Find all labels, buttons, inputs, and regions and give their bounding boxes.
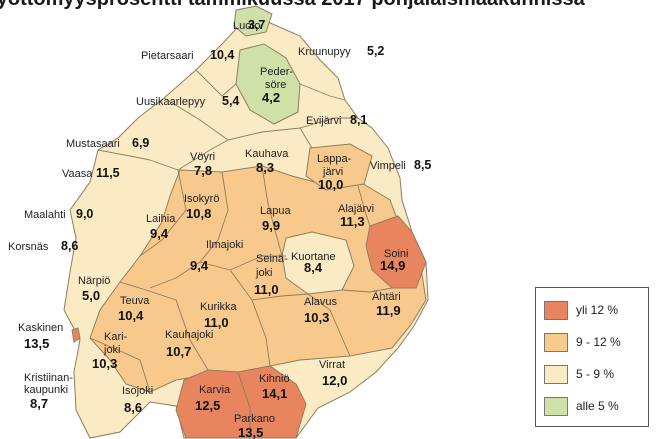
municipality-name-soini: Soini bbox=[384, 248, 408, 260]
municipality-name-isokyro: Isokyrö bbox=[184, 193, 219, 205]
municipality-name-kurikka: Kurikka bbox=[200, 301, 238, 313]
municipality-name-karijoki: Kari-joki bbox=[103, 331, 128, 356]
municipality-name-narpio: Närpiö bbox=[78, 275, 110, 287]
legend-item-5-9: 5 - 9 % bbox=[544, 364, 614, 384]
municipality-name-ilmajoki: Ilmajoki bbox=[206, 239, 243, 251]
municipality-name-mustasaari: Mustasaari bbox=[66, 138, 120, 150]
municipality-value-soini: 14,9 bbox=[380, 258, 405, 273]
municipality-name-lappajarvi: Lappa-järvi bbox=[317, 153, 352, 178]
municipality-value-evijarvi: 8,1 bbox=[350, 113, 367, 127]
municipality-value-kauhajoki: 10,7 bbox=[166, 344, 191, 359]
legend-swatch bbox=[544, 396, 568, 416]
municipality-value-ilmajoki: 9,4 bbox=[190, 258, 209, 273]
region-kaskinen bbox=[71, 327, 81, 343]
municipality-value-pedersore: 4,2 bbox=[262, 90, 280, 105]
municipality-value-kauhava: 8,3 bbox=[256, 160, 274, 175]
municipality-value-alavus: 10,3 bbox=[304, 310, 329, 325]
municipality-value-maalahti: 9,0 bbox=[76, 207, 93, 221]
municipality-value-korsnas: 8,6 bbox=[61, 239, 78, 253]
municipality-value-uusikaarlepyy: 5,4 bbox=[222, 94, 239, 108]
municipality-value-kaskinen: 13,5 bbox=[24, 336, 49, 351]
region-south-east bbox=[175, 365, 307, 439]
municipality-name-uusikaarlepyy: Uusikaarlepyy bbox=[136, 96, 206, 108]
legend-item-9-12: 9 - 12 % bbox=[544, 332, 621, 352]
municipality-name-vaasa: Vaasa bbox=[62, 168, 93, 180]
legend-label: yli 12 % bbox=[576, 303, 619, 317]
municipality-value-kihnio: 14,1 bbox=[262, 386, 287, 401]
municipality-value-karvia: 12,5 bbox=[195, 398, 220, 413]
municipality-value-luoto: 3,7 bbox=[248, 18, 265, 32]
municipality-name-vimpeli: Vimpeli bbox=[370, 160, 406, 172]
municipality-name-kauhajoki: Kauhajoki bbox=[165, 329, 213, 341]
municipality-name-voyri: Vöyri bbox=[190, 151, 215, 163]
legend-swatch bbox=[544, 332, 568, 352]
municipality-value-mustasaari: 6,9 bbox=[132, 136, 149, 150]
municipality-name-kristiinankaupunki: Kristiinan-kaupunki bbox=[24, 372, 73, 396]
region-pedersore bbox=[235, 43, 301, 125]
municipality-value-vimpeli: 8,5 bbox=[414, 158, 431, 172]
municipality-name-pedersore: Peder-söre bbox=[260, 66, 293, 91]
region-soini bbox=[365, 215, 427, 289]
municipality-value-lappajarvi: 10,0 bbox=[318, 177, 343, 192]
municipality-name-kuortane: Kuortane bbox=[291, 251, 336, 263]
region-luoto bbox=[233, 5, 273, 37]
municipality-name-laihia: Laihia bbox=[146, 213, 176, 225]
legend-item-over-12: yli 12 % bbox=[544, 300, 618, 320]
municipality-name-isojoki: Isojoki bbox=[122, 385, 153, 397]
municipality-name-lapua: Lapua bbox=[260, 205, 291, 217]
legend-swatch bbox=[544, 364, 568, 384]
municipality-value-kristiinankaupunki: 8,7 bbox=[30, 396, 48, 411]
municipality-value-teuva: 10,4 bbox=[118, 308, 144, 323]
municipality-name-kauhava: Kauhava bbox=[245, 148, 289, 160]
municipality-value-kruunupyy: 5,2 bbox=[367, 44, 384, 58]
municipality-value-alajarvi: 11,3 bbox=[340, 214, 365, 229]
municipality-value-isokyro: 10,8 bbox=[186, 206, 211, 221]
municipality-value-laihia: 9,4 bbox=[150, 226, 169, 241]
municipality-name-virrat: Virrat bbox=[319, 359, 345, 371]
municipality-value-kurikka: 11,0 bbox=[204, 315, 229, 330]
map-title: Työttömyysprosentti tammikuussa 2017 poh… bbox=[0, 0, 660, 14]
map-legend: yli 12 % 9 - 12 % 5 - 9 % alle 5 % bbox=[535, 287, 649, 427]
municipality-name-kaskinen: Kaskinen bbox=[18, 322, 63, 334]
municipality-value-seinajoki: 11,0 bbox=[254, 282, 279, 297]
legend-label: 9 - 12 % bbox=[576, 335, 621, 349]
municipality-value-lapua: 9,9 bbox=[262, 218, 280, 233]
municipality-value-ahtari: 11,9 bbox=[376, 303, 401, 318]
municipality-name-alajarvi: Alajärvi bbox=[338, 203, 374, 215]
region-lappajarvi bbox=[305, 143, 373, 191]
municipality-value-parkano: 13,5 bbox=[238, 425, 263, 439]
municipality-value-narpio: 5,0 bbox=[82, 288, 100, 303]
legend-swatch bbox=[544, 300, 568, 320]
legend-label: alle 5 % bbox=[576, 399, 619, 413]
municipality-name-ahtari: Ähtäri bbox=[372, 291, 401, 303]
municipality-name-kruunupyy: Kruunupyy bbox=[298, 46, 351, 58]
municipality-name-parkano: Parkano bbox=[234, 413, 275, 425]
municipality-name-karvia: Karvia bbox=[199, 384, 231, 396]
municipality-name-kihnio: Kihniö bbox=[259, 373, 290, 385]
legend-item-under-5: alle 5 % bbox=[544, 396, 619, 416]
municipality-name-seinajoki: Seinä-joki bbox=[255, 253, 288, 279]
municipality-name-luoto: Luoto bbox=[233, 20, 261, 32]
municipality-value-vaasa: 11,5 bbox=[96, 166, 120, 180]
municipality-value-kuortane: 8,4 bbox=[304, 260, 323, 275]
municipality-name-korsnas: Korsnäs bbox=[8, 241, 49, 253]
municipality-value-isojoki: 8,6 bbox=[124, 400, 142, 415]
municipality-name-pietarsaari: Pietarsaari bbox=[141, 50, 194, 62]
municipality-name-maalahti: Maalahti bbox=[24, 209, 66, 221]
municipality-name-evijarvi: Evijärvi bbox=[306, 115, 341, 127]
municipality-value-voyri: 7,8 bbox=[194, 163, 212, 178]
municipality-value-virrat: 12,0 bbox=[322, 373, 347, 388]
municipality-name-alavus: Alavus bbox=[304, 296, 338, 308]
municipality-value-karijoki: 10,3 bbox=[92, 356, 117, 371]
municipality-name-teuva: Teuva bbox=[120, 295, 150, 307]
legend-label: 5 - 9 % bbox=[576, 367, 615, 381]
municipality-value-pietarsaari: 10,4 bbox=[210, 48, 234, 62]
